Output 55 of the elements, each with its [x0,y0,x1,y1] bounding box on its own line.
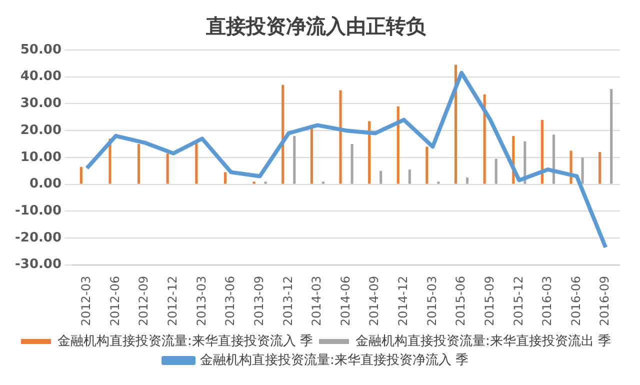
bar [195,141,198,184]
x-tick-label: 2015-12 [511,276,526,326]
bar [396,106,400,184]
bar [426,146,428,184]
legend-label: 金融机构直接投资流量:来华直接投资流出 季 [356,332,612,349]
y-tick-label: -10.00 [15,204,62,219]
x-tick-label: 2015-06 [454,276,468,326]
bar [466,178,469,184]
bar [552,134,555,184]
bar [540,120,544,184]
y-tick-label: -20.00 [15,230,62,246]
bar [610,88,613,184]
bar [494,158,498,184]
bar [350,144,354,184]
bar [310,126,313,184]
x-tick-label: 2012-06 [108,276,122,326]
x-tick-label: 2014-03 [310,276,324,326]
x-tick-label: 2012-03 [79,276,94,326]
bar [293,136,296,184]
y-tick-label: 30.00 [20,96,62,112]
y-tick-label: 50.00 [20,42,62,58]
x-tick-label: 2013-06 [223,276,238,326]
x-tick-label: 2014-06 [338,276,352,326]
x-tick-label: 2013-09 [252,276,266,326]
bar [598,152,602,184]
bar [224,172,227,184]
bar [368,121,371,184]
bar [408,170,411,184]
chart-title: 直接投资净流入由正转负 [205,14,427,38]
x-tick-label: 2016-03 [540,276,554,326]
y-tick-label: 20.00 [20,122,62,138]
x-tick-label: 2016-09 [598,276,612,326]
legend-label: 金融机构直接投资流量:来华直接投资流入 季 [57,332,314,349]
y-tick-label: 0.00 [29,176,62,192]
bar [282,84,284,184]
y-tick-label: -30.00 [15,257,62,272]
bar [166,153,169,184]
x-tick-label: 2016-06 [568,276,583,326]
x-tick-label: 2013-03 [194,276,208,326]
x-tick-label: 2015-03 [424,276,439,326]
bar [339,90,342,184]
x-tick-label: 2012-12 [165,276,180,326]
x-tick-label: 2014-12 [396,276,410,326]
legend-label: 金融机构直接投资流量:来华直接投资净流入 季 [200,352,469,368]
x-tick-label: 2015-09 [482,276,496,326]
y-tick-label: 10.00 [20,150,62,165]
x-tick-label: 2012-09 [136,276,151,326]
x-tick-label: 2014-09 [367,276,382,326]
bar [581,157,584,184]
x-tick-label: 2013-12 [280,276,295,326]
bar [483,94,486,184]
bar [138,144,140,184]
bar [380,170,382,184]
y-tick-label: 40.00 [20,69,62,84]
bar [80,166,82,184]
